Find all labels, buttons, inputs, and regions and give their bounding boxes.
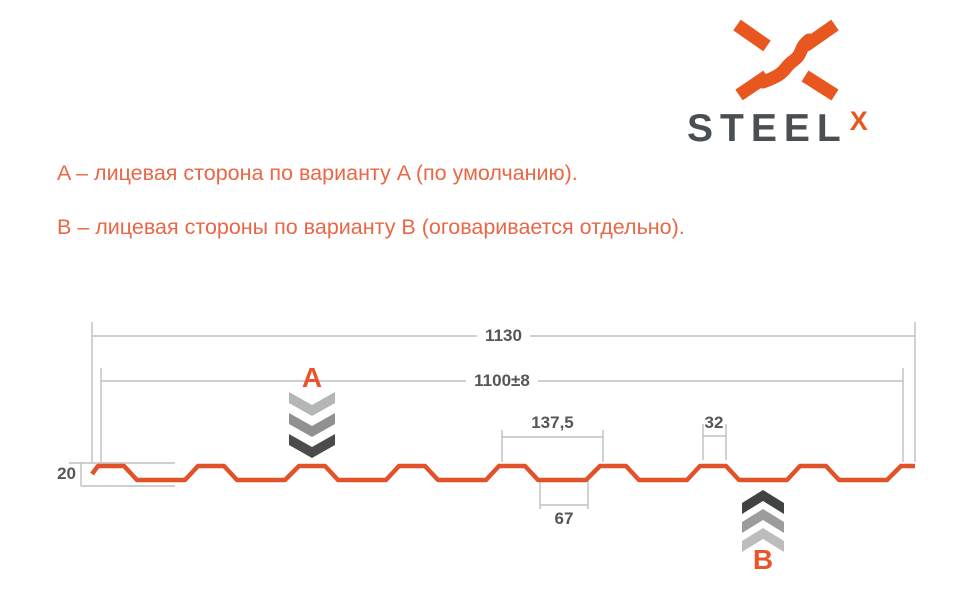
chevron-a-3	[289, 434, 335, 458]
dim-working-width: 1100±8	[101, 371, 903, 390]
legend-line-b: B – лицевая стороны по варианту B (огова…	[57, 215, 685, 239]
dim-bottom-flat-value: 67	[554, 509, 574, 528]
steelx-logo-icon	[733, 19, 839, 101]
dim-bottom-flat-width: 67	[540, 510, 588, 528]
dim-profile-height-value: 20	[57, 464, 76, 483]
legend-line-a: A – лицевая сторона по варианту A (по ум…	[57, 161, 578, 185]
dim-rib-pitch: 137,5	[502, 414, 603, 432]
logo-link-curve	[756, 33, 816, 89]
dim-rib-top-width: 32	[690, 414, 738, 432]
dim-overall-width-value: 1130	[477, 326, 530, 345]
sheet-profile-outline	[90, 463, 915, 483]
dim-rib-top-value: 32	[704, 413, 724, 432]
dim-overall-width: 1130	[92, 326, 915, 345]
side-b-label: B	[752, 544, 774, 575]
chevron-b-3	[742, 528, 784, 552]
dim-working-width-value: 1100±8	[466, 371, 538, 390]
dim-rib-pitch-value: 137,5	[531, 413, 574, 432]
logo-wordmark: STEELX	[687, 106, 917, 154]
brand-name: STEEL	[687, 107, 848, 150]
chevron-a-1	[289, 392, 335, 416]
chevron-b-icon	[742, 490, 784, 552]
brand-sup-x: X	[849, 106, 868, 136]
chevron-a-2	[289, 413, 335, 437]
side-a-label: A	[301, 362, 323, 393]
chevron-b-2	[742, 509, 784, 533]
chevron-b-1	[742, 490, 784, 514]
dim-profile-height: 20	[38, 465, 76, 483]
logo-arm-bottom-right	[801, 70, 839, 101]
logo-arm-top-left	[733, 19, 771, 52]
chevron-a-icon	[289, 392, 335, 458]
